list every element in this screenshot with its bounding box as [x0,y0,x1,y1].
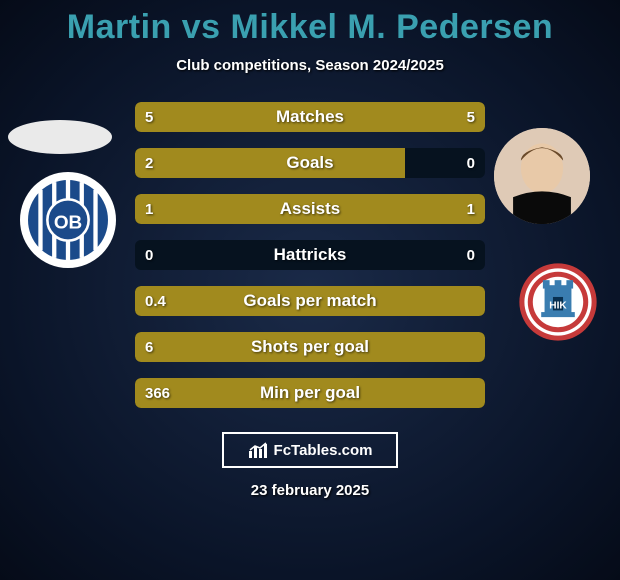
stat-row: 0 0Hattricks [135,240,485,270]
stat-value-left: 1 [145,194,153,224]
stat-fill-left [135,378,485,408]
club-right-logo: HIK [516,260,600,344]
stat-fill-left [135,332,485,362]
player-left-name: Martin [67,8,172,46]
stat-row: 6Shots per goal [135,332,485,362]
stat-fill-right [310,194,485,224]
stat-value-right: 0 [467,240,475,270]
stat-fill-left [135,148,405,178]
brand-badge: FcTables.com [222,432,398,468]
stat-row: 20Goals [135,148,485,178]
club-right-letters: HIK [549,301,567,312]
vs-text: vs [182,8,231,46]
player-left-photo [8,120,112,154]
chart-icon [248,441,268,459]
stat-row: 11Assists [135,194,485,224]
stat-row: 55Matches [135,102,485,132]
player-right-name: Mikkel M. Pedersen [231,8,554,46]
stat-label: Hattricks [135,240,485,270]
subtitle: Club competitions, Season 2024/2025 [0,57,620,74]
page-title: Martin vs Mikkel M. Pedersen [0,0,620,47]
stat-fill-left [135,102,310,132]
stat-row: 0.4Goals per match [135,286,485,316]
stat-value-left: 0.4 [145,286,166,316]
stat-value-right: 5 [467,102,475,132]
stat-value-left: 366 [145,378,170,408]
player-right-photo [494,128,590,224]
stat-row: 366Min per goal [135,378,485,408]
stat-fill-right [310,102,485,132]
stat-value-left: 2 [145,148,153,178]
stat-fill-left [135,286,485,316]
date-text: 23 february 2025 [0,482,620,499]
stat-value-right: 0 [467,148,475,178]
stat-value-left: 5 [145,102,153,132]
stat-value-left: 0 [145,240,153,270]
brand-text: FcTables.com [274,442,373,459]
stat-value-left: 6 [145,332,153,362]
stat-fill-left [135,194,310,224]
club-left-logo: OB [20,172,116,268]
stat-value-right: 1 [467,194,475,224]
stats-table: 55Matches20Goals11Assists00Hattricks0.4G… [135,102,485,408]
club-left-letters: OB [54,213,82,234]
